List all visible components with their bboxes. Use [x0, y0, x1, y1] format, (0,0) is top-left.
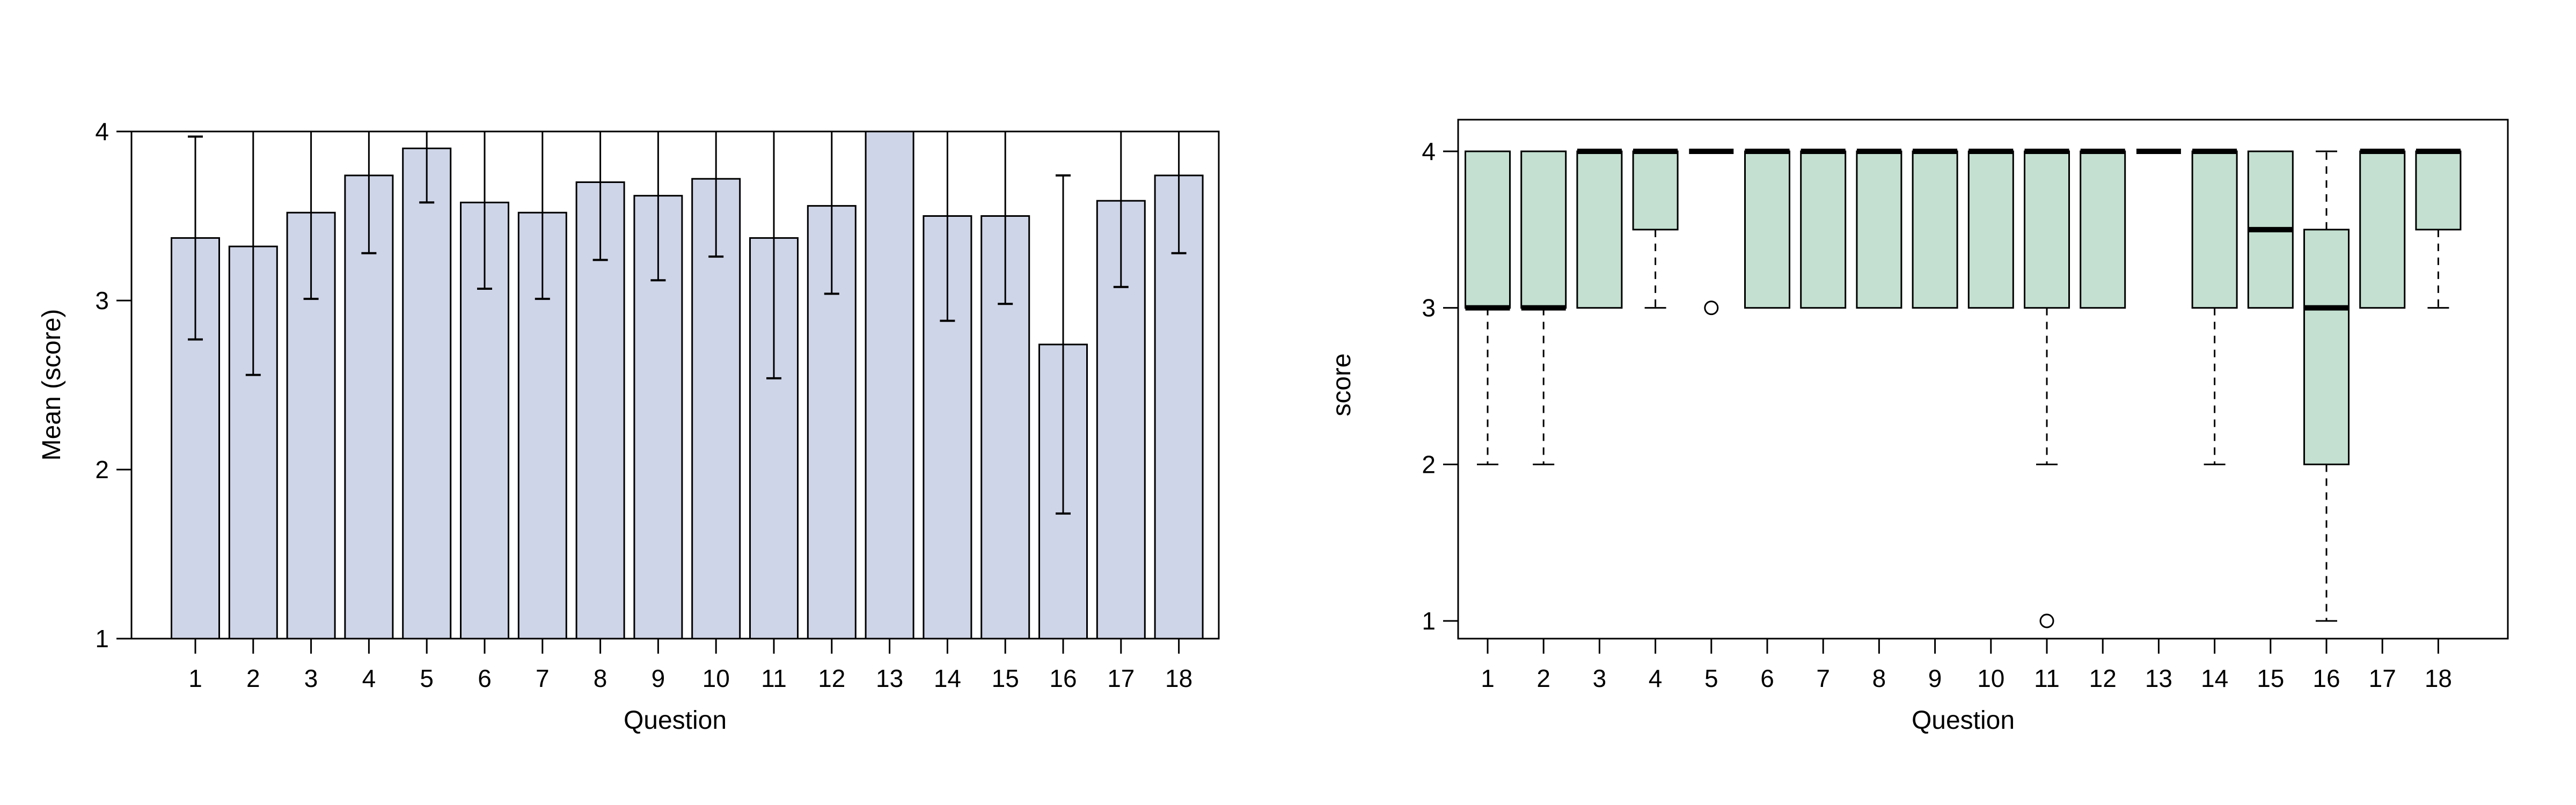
- box-q10: [1967, 150, 2014, 309]
- right-y-axis-label: score: [1328, 353, 1356, 416]
- x-tick-label: 18: [2425, 664, 2452, 692]
- outlier-q5: [1704, 301, 1719, 316]
- x-tick-label: 2: [246, 664, 260, 692]
- box-q6: [1744, 150, 1790, 309]
- left-x-axis-label: Question: [624, 706, 727, 735]
- x-tick-label: 11: [2034, 664, 2060, 692]
- box-q17: [2359, 150, 2406, 309]
- x-tick-label: 8: [594, 664, 608, 692]
- y-tick-label: 3: [95, 287, 109, 314]
- x-tick-label: 1: [188, 664, 202, 692]
- plot-frame: [1457, 119, 2509, 640]
- x-tick-label: 16: [2312, 664, 2340, 692]
- box-q11: [2024, 150, 2070, 309]
- x-tick-label: 13: [2145, 664, 2172, 692]
- x-tick-label: 6: [478, 664, 492, 692]
- right-x-axis-label: Question: [1912, 706, 2015, 735]
- x-tick-label: 10: [702, 664, 730, 692]
- box-q14: [2191, 150, 2238, 309]
- y-tick-label: 3: [1422, 294, 1436, 322]
- x-tick-label: 7: [1816, 664, 1830, 692]
- x-tick-label: 8: [1872, 664, 1886, 692]
- y-tick-label: 4: [95, 118, 109, 145]
- box-q3: [1576, 150, 1623, 309]
- box-q9: [1912, 150, 1958, 309]
- x-tick-label: 17: [2369, 664, 2396, 692]
- bar-q13: [865, 130, 914, 640]
- x-tick-label: 14: [2201, 664, 2228, 692]
- x-tick-label: 9: [652, 664, 665, 692]
- x-tick-label: 7: [536, 664, 550, 692]
- y-tick-label: 1: [95, 625, 109, 653]
- x-tick-label: 15: [992, 664, 1019, 692]
- box-q18: [2415, 150, 2462, 231]
- x-tick-label: 10: [1977, 664, 2004, 692]
- y-tick-label: 4: [1422, 137, 1436, 165]
- box-q12: [2080, 150, 2126, 309]
- x-tick-label: 6: [1760, 664, 1774, 692]
- x-tick-label: 15: [2257, 664, 2284, 692]
- box-q2: [1520, 150, 1567, 309]
- x-tick-label: 1: [1481, 664, 1495, 692]
- x-tick-label: 5: [1704, 664, 1718, 692]
- x-tick-label: 5: [420, 664, 434, 692]
- x-tick-label: 4: [362, 664, 376, 692]
- x-tick-label: 12: [818, 664, 845, 692]
- x-tick-label: 11: [761, 664, 787, 692]
- y-tick-label: 2: [1422, 450, 1436, 478]
- x-tick-label: 18: [1165, 664, 1192, 692]
- x-tick-label: 3: [1593, 664, 1607, 692]
- x-tick-label: 17: [1107, 664, 1135, 692]
- x-tick-label: 16: [1049, 664, 1077, 692]
- x-tick-label: 3: [304, 664, 318, 692]
- bar-q5: [402, 148, 452, 640]
- x-tick-label: 13: [876, 664, 903, 692]
- plot-frame: [130, 130, 1220, 640]
- box-q7: [1800, 150, 1847, 309]
- box-q16: [2303, 229, 2350, 465]
- x-tick-label: 2: [1536, 664, 1550, 692]
- box-q1: [1465, 150, 1511, 309]
- x-tick-label: 12: [2089, 664, 2117, 692]
- outlier-q11: [2039, 613, 2054, 628]
- x-tick-label: 14: [934, 664, 961, 692]
- left-y-axis-label: Mean (score): [38, 309, 66, 461]
- y-tick-label: 2: [95, 456, 109, 484]
- x-tick-label: 9: [1928, 664, 1942, 692]
- box-q4: [1632, 150, 1679, 231]
- x-tick-label: 4: [1649, 664, 1663, 692]
- y-tick-label: 1: [1422, 607, 1436, 635]
- box-q8: [1856, 150, 1902, 309]
